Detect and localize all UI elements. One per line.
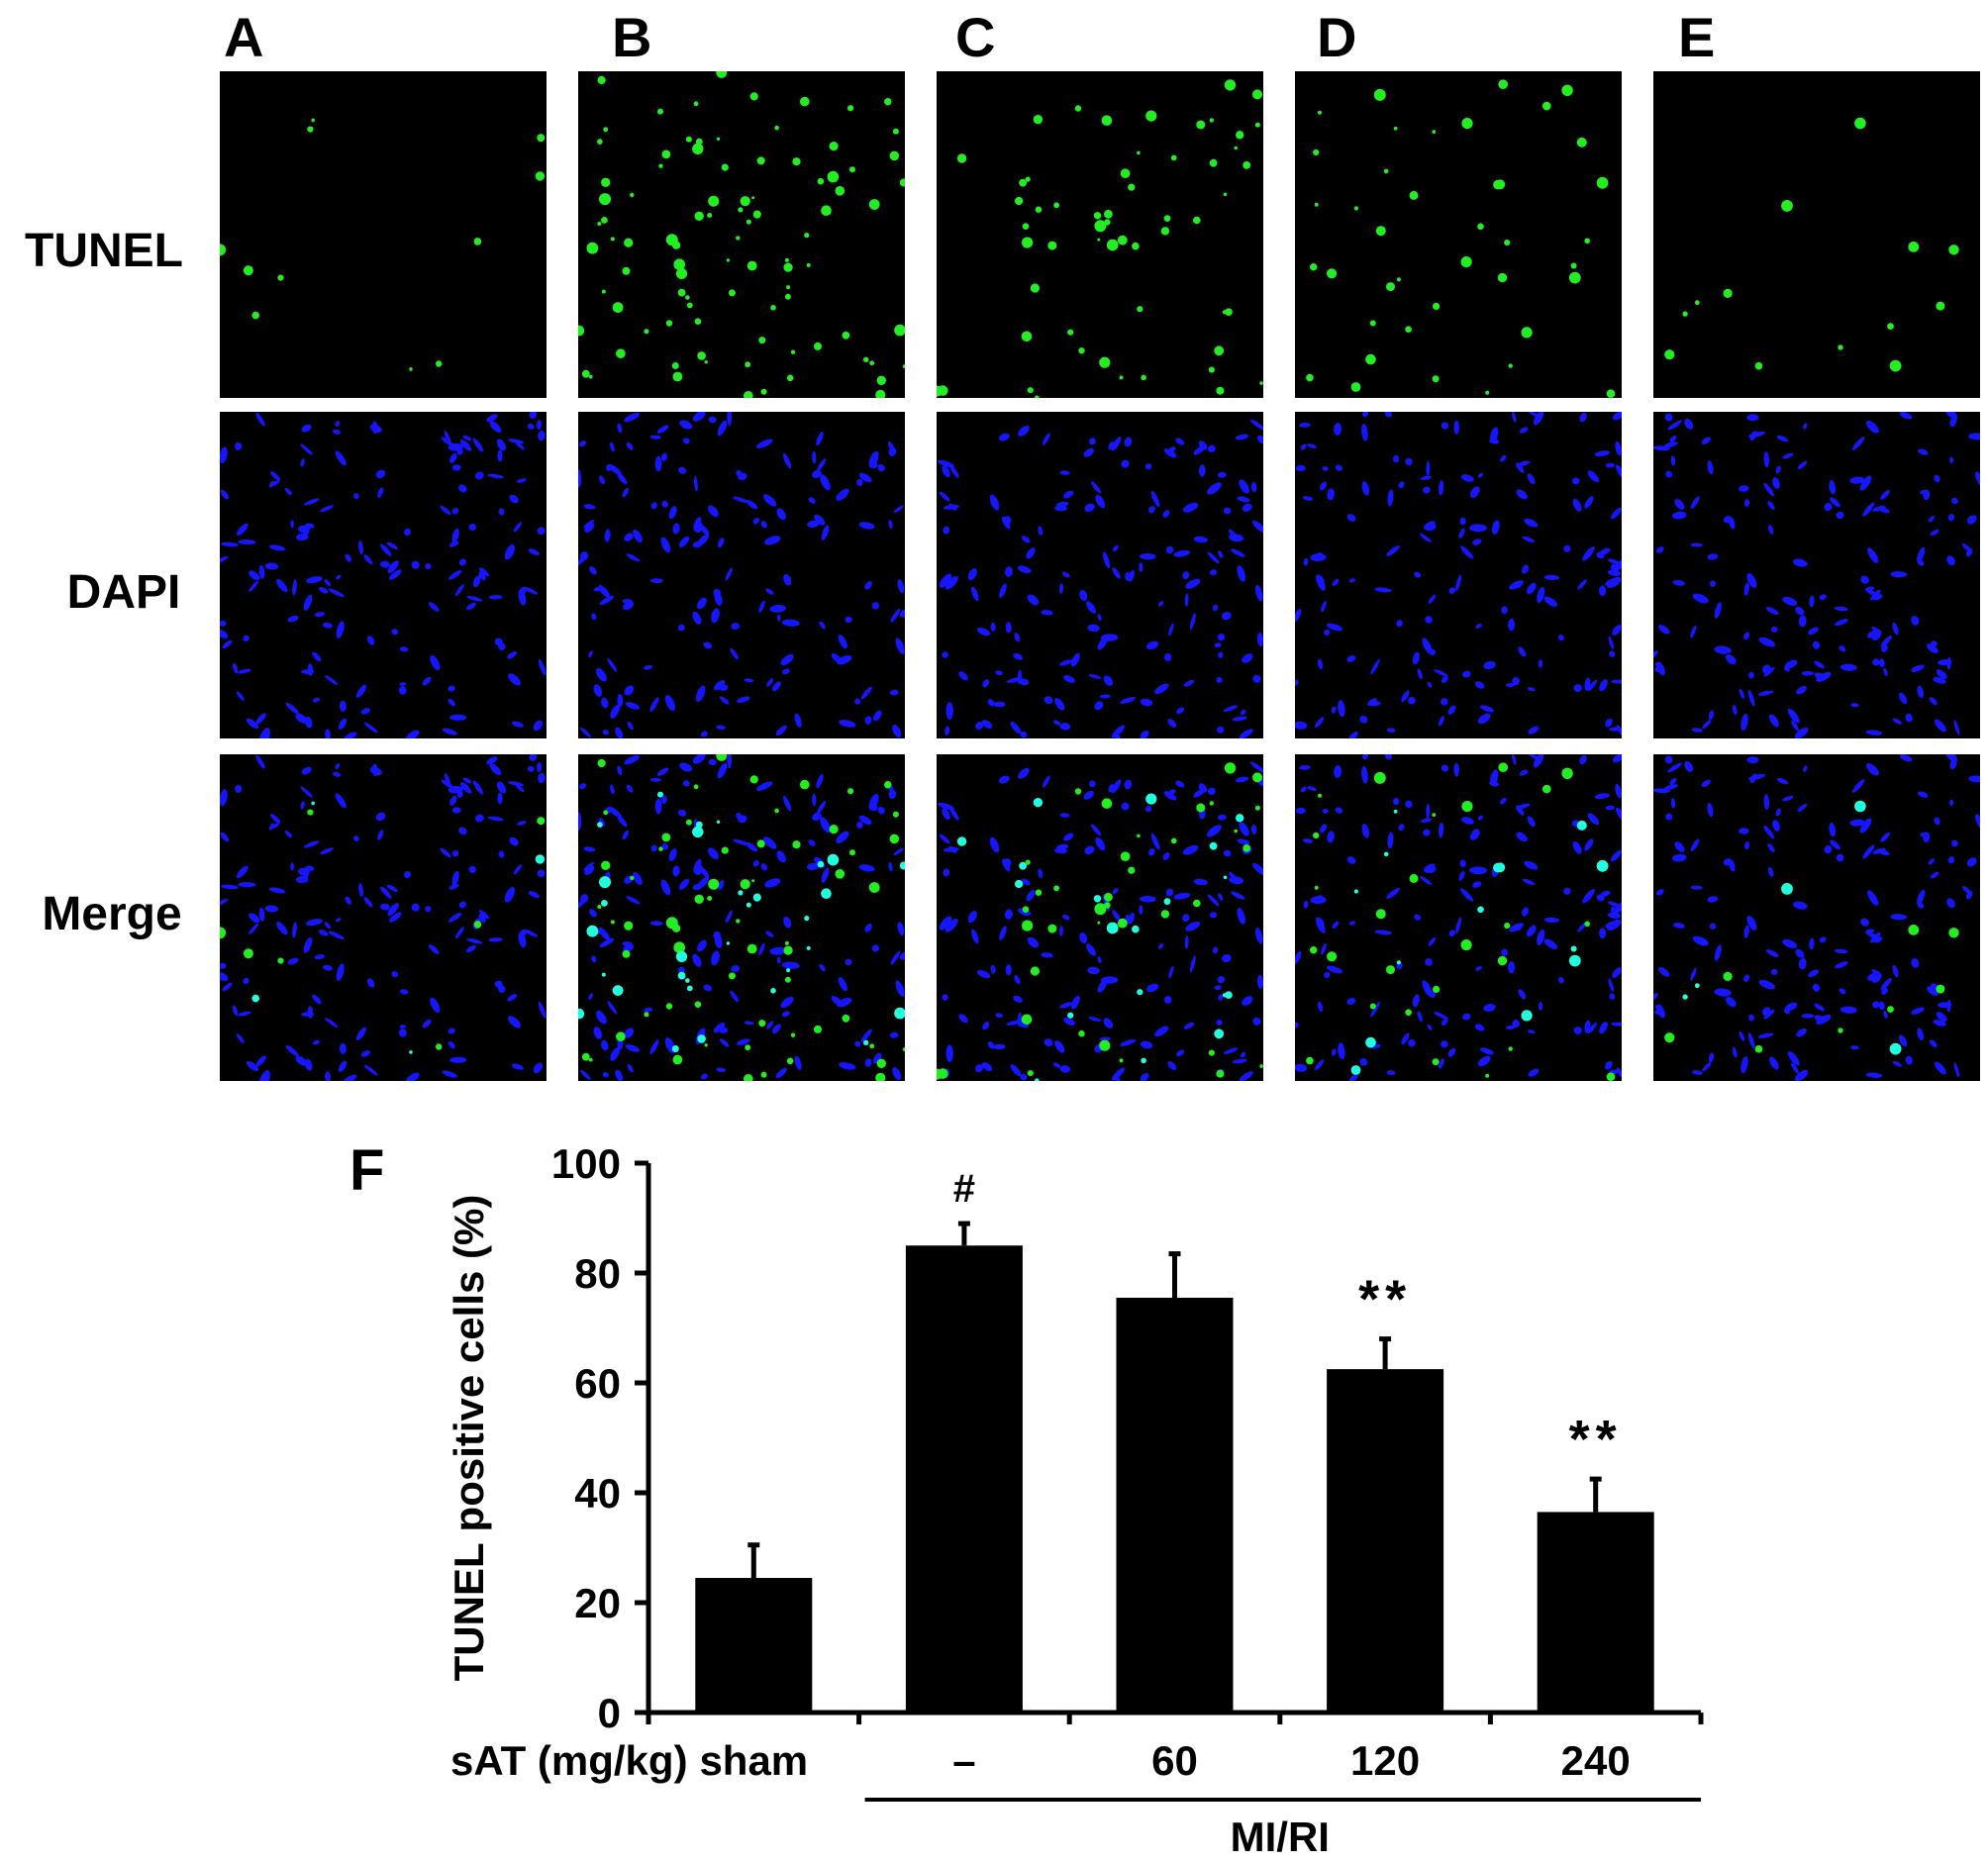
panel-letter-f: F	[349, 1138, 384, 1203]
row-label-dapi: DAPI	[66, 566, 181, 619]
significance-marker: **	[1358, 1270, 1412, 1329]
y-tick-label: 20	[574, 1580, 621, 1626]
column-letter-e: E	[1678, 6, 1716, 68]
row-label-merge: Merge	[42, 888, 182, 940]
x-tick-label: –	[952, 1737, 975, 1784]
micrograph-merge-a	[220, 754, 547, 1081]
micrograph-dapi-d	[1295, 412, 1622, 738]
micrograph-dapi-b	[578, 412, 905, 738]
micrograph-tunel-d	[1295, 71, 1622, 398]
micrograph-merge-e	[1653, 754, 1980, 1081]
bar	[1327, 1369, 1444, 1713]
micrograph-tunel-c	[937, 71, 1263, 398]
micrograph-dapi-c	[937, 412, 1263, 738]
significance-marker: **	[1569, 1410, 1623, 1469]
column-letter-c: C	[955, 6, 996, 68]
micrograph-tunel-e	[1653, 71, 1980, 398]
y-tick-label: 40	[574, 1470, 621, 1517]
column-letter-d: D	[1317, 6, 1357, 68]
y-axis-label: TUNEL positive cells (%)	[446, 1195, 492, 1682]
micrograph-tunel-b	[578, 71, 905, 398]
column-letter-a: A	[224, 6, 264, 68]
significance-marker: #	[953, 1167, 975, 1211]
micrograph-merge-b	[578, 754, 905, 1081]
bar	[905, 1245, 1023, 1713]
row-label-tunel: TUNEL	[25, 225, 183, 277]
bar	[1537, 1512, 1654, 1713]
x-axis-label: sAT (mg/kg)	[450, 1737, 688, 1784]
bar-chart: F 0 20 40 60 80 100 sham – #60 120 ** 240 ** sAT (mg/k…	[349, 1138, 1704, 1860]
y-tick-label: 100	[551, 1140, 621, 1187]
y-tick-label: 0	[598, 1690, 621, 1736]
y-tick-label: 80	[574, 1250, 621, 1297]
micrograph-dapi-a	[220, 412, 547, 738]
y-tick-label: 60	[574, 1360, 621, 1407]
x-tick-label: 120	[1350, 1737, 1420, 1784]
micrograph-merge-c	[937, 754, 1263, 1081]
x-tick-label: 60	[1151, 1737, 1198, 1784]
column-letter-b: B	[612, 6, 652, 68]
group-label: MI/RI	[1231, 1814, 1330, 1860]
micrograph-dapi-e	[1653, 412, 1980, 738]
micrograph-tunel-a	[220, 71, 547, 398]
bar	[695, 1578, 813, 1713]
x-tick-label: sham	[699, 1737, 808, 1784]
bar	[1116, 1297, 1234, 1713]
x-tick-label: 240	[1561, 1737, 1631, 1784]
micrograph-merge-d	[1295, 754, 1622, 1081]
